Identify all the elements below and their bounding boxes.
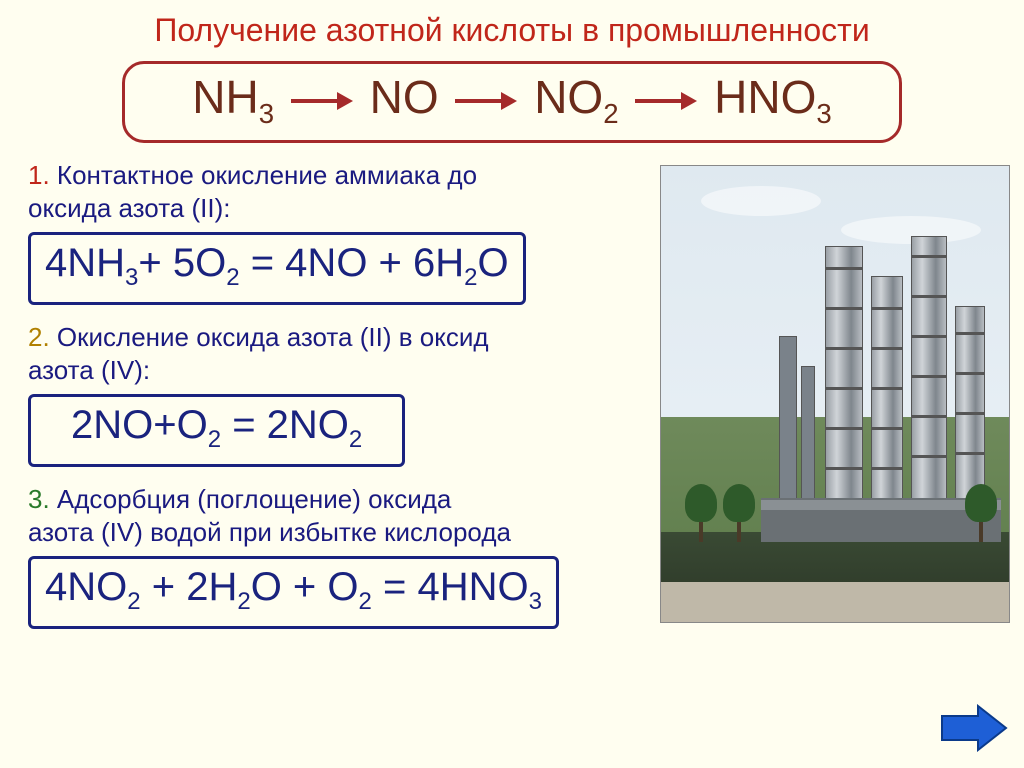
arrow-icon <box>455 97 517 105</box>
image-column <box>660 159 1010 623</box>
arrow-icon <box>635 97 697 105</box>
chain-species-1: NH3 <box>192 71 274 123</box>
arrow-icon <box>291 97 353 105</box>
step-number: 3. <box>28 484 50 514</box>
step-text: азота (IV): <box>28 355 150 385</box>
step-text: азота (IV) водой при избытке кислорода <box>28 517 511 547</box>
step-text: Окисление оксида азота (II) в оксид <box>57 322 489 352</box>
content-row: 1. Контактное окисление аммиака до оксид… <box>0 159 1024 645</box>
step-1-label: 1. Контактное окисление аммиака до оксид… <box>28 159 648 224</box>
reaction-chain-box: NH3 NO NO2 HNO3 <box>122 61 902 143</box>
step-text: оксида азота (II): <box>28 193 230 223</box>
equation-3: 4NO2 + 2H2O + O2 = 4HNO3 <box>28 556 559 629</box>
chain-species-3: NO2 <box>534 71 618 123</box>
step-number: 1. <box>28 160 50 190</box>
next-arrow-button[interactable] <box>940 704 1008 752</box>
industrial-plant-image <box>660 165 1010 623</box>
steps-column: 1. Контактное окисление аммиака до оксид… <box>28 159 660 645</box>
step-text: Контактное окисление аммиака до <box>57 160 477 190</box>
chain-species-2: NO <box>370 71 439 123</box>
step-3-label: 3. Адсорбция (поглощение) оксида азота (… <box>28 483 648 548</box>
equation-1: 4NH3+ 5O2 = 4NO + 6H2O <box>28 232 526 305</box>
step-number: 2. <box>28 322 50 352</box>
equation-2: 2NO+O2 = 2NO2 <box>28 394 405 467</box>
step-text: Адсорбция (поглощение) оксида <box>57 484 451 514</box>
step-2-label: 2. Окисление оксида азота (II) в оксид а… <box>28 321 648 386</box>
chain-species-4: HNO3 <box>714 71 832 123</box>
page-title: Получение азотной кислоты в промышленнос… <box>0 0 1024 57</box>
